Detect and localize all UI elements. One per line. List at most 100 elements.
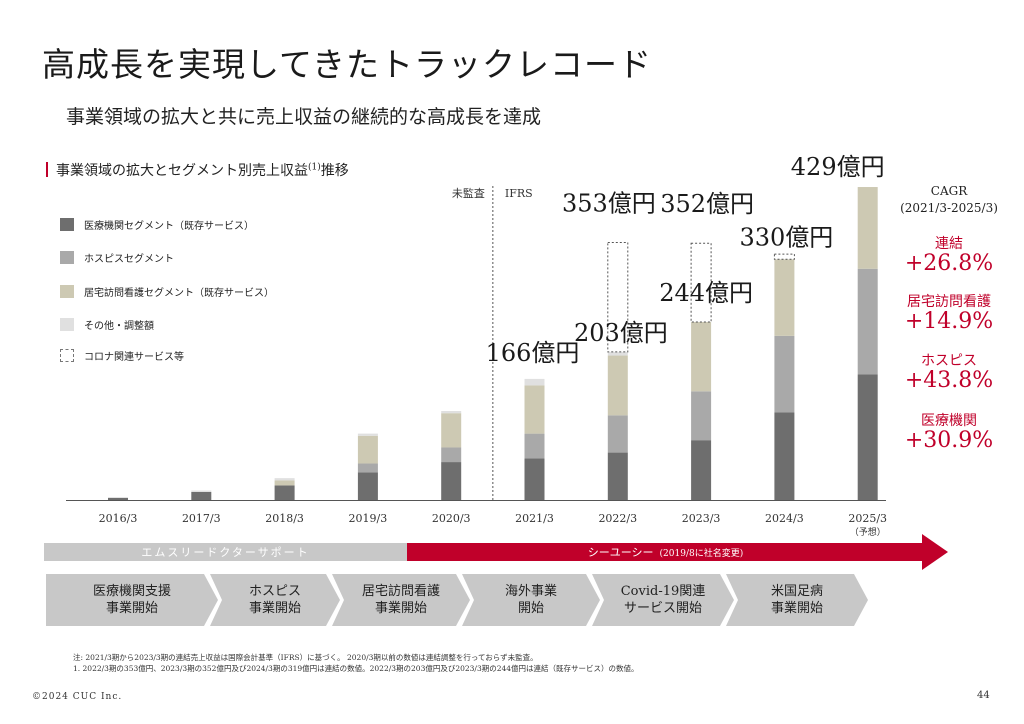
- bar-segment-2022-3-s3: [607, 351, 628, 356]
- x-tick-label-2022-3: 2022/3: [598, 512, 637, 525]
- milestone-line1: 医療機関支援: [92, 584, 171, 599]
- footnotes: 注: 2021/3期から2023/3期の連結売上収益は国際会計基準（IFRS）に…: [73, 652, 639, 674]
- legend-swatch-medical: [60, 218, 74, 231]
- bar-segment-2017-3-s0: [191, 491, 212, 500]
- timeline-arrow-icon: [922, 534, 948, 570]
- milestone-home-nursing: 居宅訪問看護 事業開始: [332, 574, 470, 626]
- legend-swatch-covid: [60, 349, 74, 362]
- x-tick-label-2017-3: 2017/3: [182, 512, 221, 525]
- section-title-text: 事業領域の拡大とセグメント別売上収益: [56, 163, 308, 179]
- legend-label-other: その他・調整額: [84, 321, 154, 332]
- section-title-footnote: (1): [308, 162, 321, 173]
- bar-segment-2023-3-s1: [691, 391, 712, 441]
- bar-segment-2018-3-s2: [274, 480, 295, 486]
- bar-segment-2016-3-s0: [108, 497, 128, 500]
- bar-segment-2020-3-s3: [441, 410, 462, 414]
- bar-segment-2025-3-s0: [857, 374, 878, 500]
- timeline-new-company: シーユーシー (2019/8に社名変更): [407, 543, 924, 561]
- bar-segment-2023-3-s4: [690, 242, 712, 323]
- bar-segment-2025-3-s2: [857, 187, 878, 269]
- legend-label-home-nursing: 居宅訪問看護セグメント（既存サービス）: [84, 288, 274, 299]
- data-label-2021-3-166: 166億円: [486, 339, 580, 367]
- legend-swatch-other: [60, 318, 74, 331]
- data-label-2023-3-244: 244億円: [659, 279, 753, 307]
- bar-segment-2021-3-s2: [524, 385, 545, 434]
- cagr-title-text: CAGR: [930, 184, 968, 198]
- cagr-label-hospice: ホスピス: [921, 353, 977, 369]
- milestone-line1: ホスピス: [248, 584, 301, 599]
- bar-segment-2020-3-s0: [441, 462, 462, 500]
- footnote-2: 1. 2022/3期の353億円、2023/3期の352億円及び2024/3期の…: [73, 664, 639, 673]
- milestone-line2: サービス開始: [623, 601, 702, 616]
- bar-segment-2022-3-s2: [607, 355, 628, 416]
- cagr-label-home-nursing: 居宅訪問看護: [907, 294, 991, 310]
- bar-segment-2023-3-s0: [691, 440, 712, 500]
- legend-item-hospice: ホスピスセグメント: [60, 250, 174, 265]
- x-tick-label-2021-3: 2021/3: [515, 512, 554, 525]
- milestone-line1: 居宅訪問看護: [361, 584, 440, 599]
- bar-segment-2021-3-s0: [524, 458, 545, 500]
- bar-segment-2020-3-s2: [441, 413, 462, 448]
- milestone-line1: Covid-19関連: [620, 584, 706, 599]
- cagr-value-consolidated: +26.8%: [904, 251, 994, 276]
- bar-segment-2019-3-s0: [357, 472, 378, 500]
- x-tick-label-2016-3: 2016/3: [99, 512, 138, 525]
- milestone-line1: 米国足病: [770, 584, 823, 599]
- timeline-old-company: エムスリードクターサポート: [44, 543, 407, 561]
- data-label-2022-3-203: 203億円: [574, 319, 668, 347]
- legend-item-covid: コロナ関連サービス等: [60, 348, 184, 363]
- data-label-2023-3-352: 352億円: [660, 190, 754, 218]
- cagr-value-medical: +30.9%: [904, 428, 994, 453]
- milestone-overseas: 海外事業 開始: [462, 574, 600, 626]
- data-label-2024-3-330: 330億円: [739, 223, 833, 251]
- milestone-line2: 事業開始: [248, 601, 301, 616]
- milestone-covid: Covid-19関連 サービス開始: [592, 574, 734, 626]
- timeline-new-company-name: シーユーシー: [587, 546, 654, 559]
- bar-segment-2021-3-s3: [524, 378, 545, 386]
- x-tick-note-2025-3: （予想）: [850, 526, 886, 538]
- x-tick-label-2020-3: 2020/3: [432, 512, 471, 525]
- bar-segment-2022-3-s1: [607, 415, 628, 453]
- bar-segment-2018-3-s0: [274, 485, 295, 500]
- unaudited-label: 未監査: [452, 186, 485, 200]
- bar-segment-2022-3-s0: [607, 452, 628, 500]
- legend-item-medical: 医療機関セグメント（既存サービス）: [60, 217, 254, 232]
- cagr-label-medical: 医療機関: [921, 413, 977, 429]
- bar-segment-2024-3-s1: [774, 335, 795, 413]
- legend-item-home-nursing: 居宅訪問看護セグメント（既存サービス）: [60, 284, 274, 299]
- timeline-old-company-name: エムスリードクターサポート: [141, 546, 310, 559]
- cagr-title: CAGR (2021/3-2025/3): [900, 183, 998, 217]
- bar-segment-2019-3-s1: [357, 463, 378, 473]
- legend-swatch-home-nursing: [60, 285, 74, 298]
- legend-label-covid: コロナ関連サービス等: [84, 352, 184, 363]
- copyright: ©2024 CUC Inc.: [32, 692, 123, 702]
- cagr-value-hospice: +43.8%: [904, 368, 994, 393]
- x-tick-label-2023-3: 2023/3: [682, 512, 721, 525]
- x-tick-label-2018-3: 2018/3: [265, 512, 304, 525]
- legend-swatch-hospice: [60, 251, 74, 264]
- data-label-2025-3-429: 429億円: [791, 153, 885, 181]
- ifrs-label: IFRS: [505, 187, 533, 200]
- bar-segment-2019-3-s2: [357, 435, 378, 464]
- bar-segment-2020-3-s1: [441, 447, 462, 463]
- cagr-label-consolidated: 連結: [935, 236, 963, 252]
- timeline-rename-note: (2019/8に社名変更): [659, 548, 744, 559]
- legend-item-other: その他・調整額: [60, 317, 154, 332]
- milestone-medical-support: 医療機関支援 事業開始: [46, 574, 218, 626]
- milestone-line2: 事業開始: [374, 601, 427, 616]
- bar-segment-2022-3-s4: [607, 241, 629, 353]
- bar-segment-2018-3-s3: [274, 478, 295, 481]
- milestone-line2: 事業開始: [105, 601, 158, 616]
- milestone-hospice: ホスピス 事業開始: [210, 574, 340, 626]
- page-subtitle: 事業領域の拡大と共に売上収益の継続的な高成長を達成: [66, 106, 542, 128]
- page-number: 44: [977, 690, 990, 701]
- bar-segment-2021-3-s1: [524, 433, 545, 459]
- bar-segment-2019-3-s3: [357, 433, 378, 436]
- footnote-1: 注: 2021/3期から2023/3期の連結売上収益は国際会計基準（IFRS）に…: [73, 653, 538, 662]
- milestone-us-podiatry: 米国足病 事業開始: [726, 574, 868, 626]
- cagr-period: (2021/3-2025/3): [900, 201, 998, 215]
- bar-segment-2024-3-s2: [774, 259, 795, 336]
- bar-segment-2024-3-s4: [773, 253, 795, 260]
- bar-segment-2024-3-s0: [774, 412, 795, 500]
